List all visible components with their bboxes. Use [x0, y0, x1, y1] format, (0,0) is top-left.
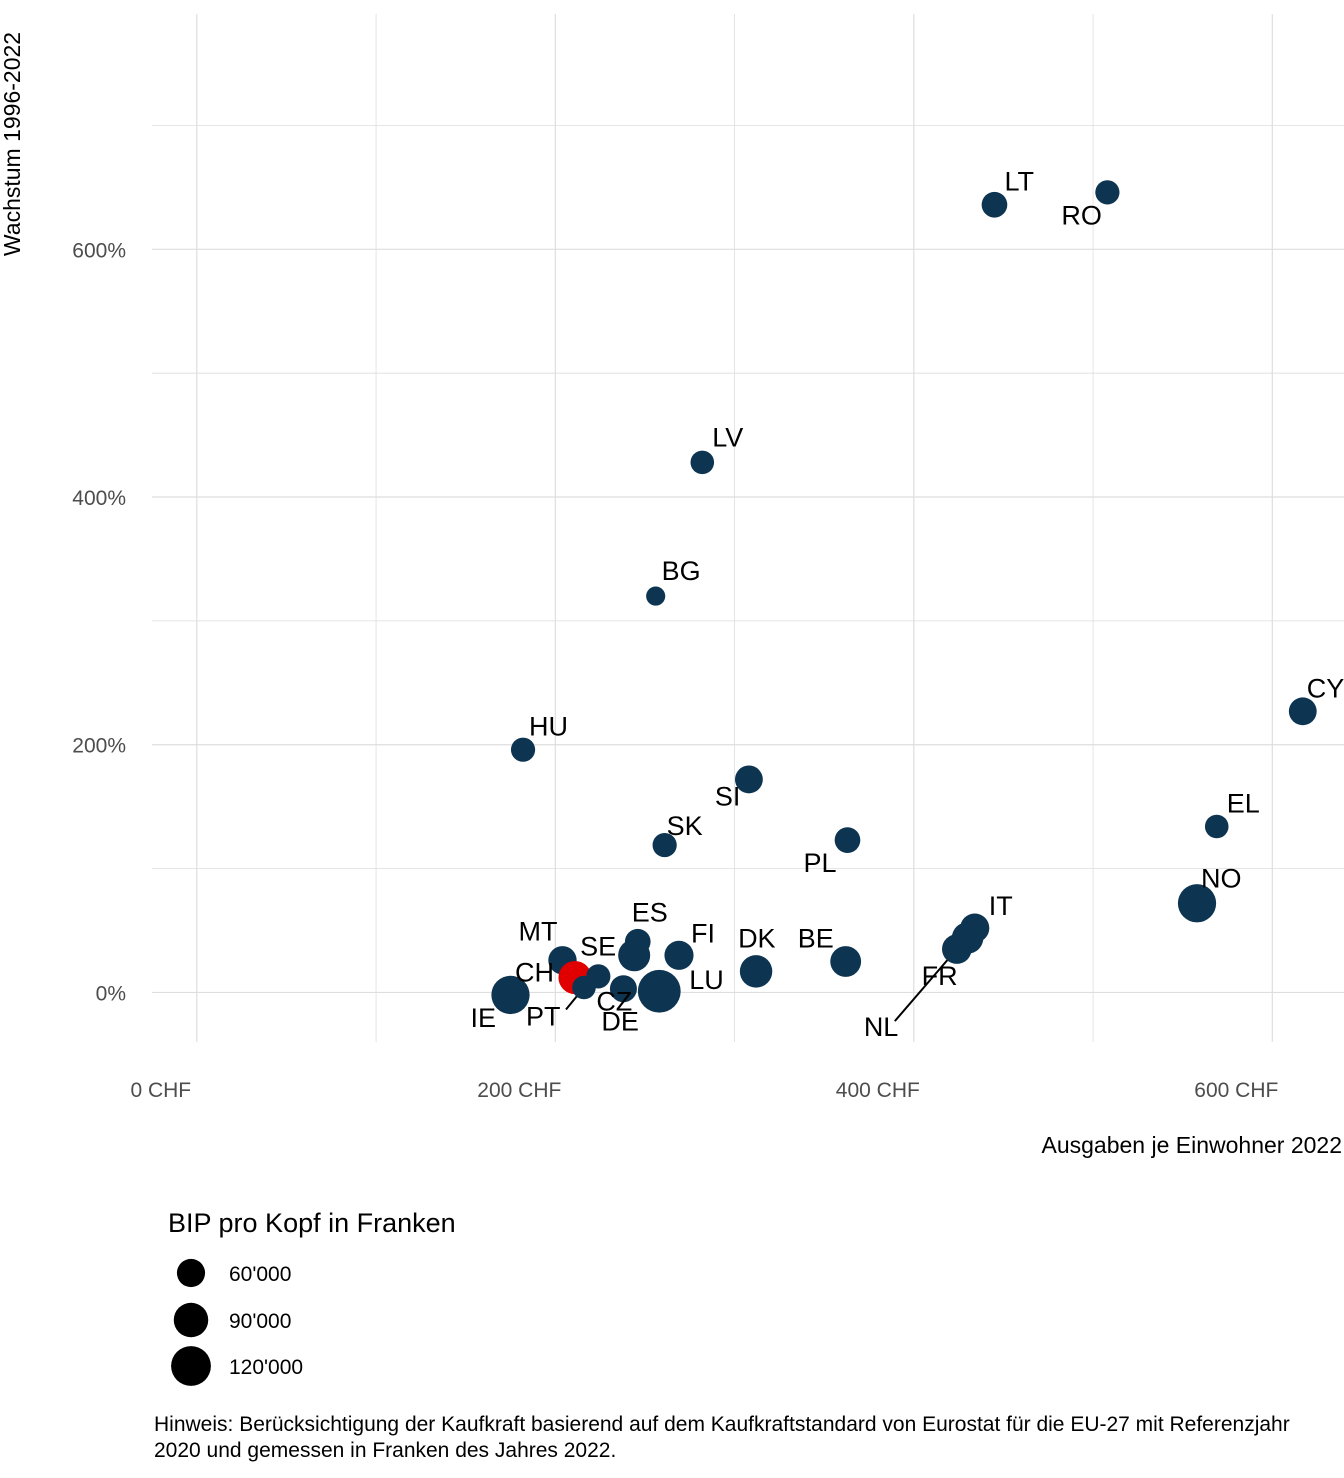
point-labels: LT RO LV BG HU SI SK PL CY EL NO IT FR NL BE DK ES FI SE MT… — [470, 167, 1344, 1042]
label-fr: FR — [922, 961, 958, 991]
label-it: IT — [989, 891, 1013, 921]
point-nl — [942, 934, 972, 964]
label-de: DE — [601, 1007, 639, 1037]
point-lt — [981, 191, 1008, 218]
label-no: NO — [1201, 863, 1242, 893]
data-points — [491, 180, 1317, 1015]
label-cy: CY — [1307, 673, 1344, 703]
legend-label: 90'000 — [229, 1310, 291, 1333]
label-fi: FI — [691, 918, 715, 948]
legend-label: 60'000 — [229, 1263, 291, 1286]
x-tick-label: 0 CHF — [130, 1079, 191, 1102]
label-hu: HU — [529, 712, 568, 742]
point-ro — [1095, 180, 1120, 205]
label-si: SI — [715, 781, 741, 811]
y-tick-label: 400% — [72, 487, 126, 510]
y-tick-label: 600% — [72, 239, 126, 262]
y-axis-ticks: 0% 200% 400% 600% — [72, 239, 126, 1005]
point-se — [618, 939, 651, 972]
point-ie — [491, 975, 530, 1015]
x-tick-label: 600 CHF — [1194, 1079, 1278, 1102]
point-dk — [739, 955, 773, 988]
legend-key — [176, 1258, 206, 1288]
x-tick-label: 200 CHF — [477, 1079, 561, 1102]
point-hu — [510, 737, 536, 762]
point-cz — [586, 964, 611, 989]
point-sk — [652, 832, 677, 858]
label-el: EL — [1227, 788, 1260, 818]
y-tick-label: 0% — [96, 982, 126, 1005]
legend-key — [173, 1302, 209, 1338]
legend-key — [171, 1346, 211, 1386]
x-tick-label: 400 CHF — [836, 1079, 920, 1102]
point-cy — [1288, 697, 1317, 726]
grid — [152, 14, 1344, 1042]
label-lt: LT — [1004, 167, 1034, 197]
label-cz: CZ — [596, 986, 632, 1016]
leader-nl — [894, 948, 958, 1022]
point-el — [1204, 814, 1229, 839]
x-axis-ticks: 0 CHF 200 CHF 400 CHF 600 CHF — [130, 1079, 1278, 1102]
label-lv: LV — [712, 422, 743, 452]
label-bg: BG — [662, 556, 701, 586]
point-lu — [637, 969, 681, 1013]
size-legend: BIP pro Kopf in Franken 60'000 90'000 120'… — [168, 1208, 456, 1386]
footnote: Hinweis: Berücksichtigung der Kaufkraft … — [154, 1413, 1290, 1462]
label-ro: RO — [1061, 200, 1102, 230]
x-axis-title: Ausgaben je Einwohner 2022 — [1041, 1132, 1342, 1158]
label-sk: SK — [667, 811, 703, 841]
label-pt: PT — [526, 1002, 561, 1032]
y-axis-title: Wachstum 1996-2022 — [0, 32, 25, 256]
label-es: ES — [632, 898, 668, 928]
label-mt: MT — [518, 916, 557, 946]
point-bg — [646, 586, 666, 606]
legend-label: 120'000 — [229, 1356, 303, 1379]
point-si — [734, 765, 763, 794]
label-be: BE — [798, 923, 834, 953]
label-pl: PL — [803, 848, 836, 878]
legend-title: BIP pro Kopf in Franken — [168, 1208, 456, 1238]
point-fi — [664, 940, 694, 970]
label-lu: LU — [689, 965, 724, 995]
point-lv — [690, 450, 715, 475]
y-tick-label: 200% — [72, 735, 126, 758]
label-se: SE — [580, 931, 616, 961]
point-de — [609, 975, 637, 1003]
point-pl — [834, 827, 861, 853]
label-ie: IE — [470, 1003, 496, 1033]
point-no — [1177, 884, 1217, 923]
label-ch: CH — [515, 958, 554, 988]
label-dk: DK — [738, 923, 776, 953]
point-be — [830, 946, 862, 977]
label-nl: NL — [864, 1012, 899, 1042]
